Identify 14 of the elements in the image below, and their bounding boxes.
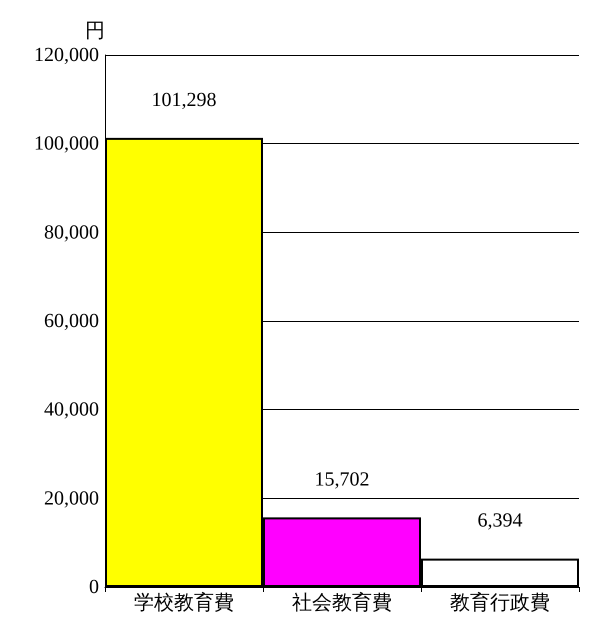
- y-tick-label: 40,000: [44, 398, 99, 421]
- y-tick-label: 60,000: [44, 310, 99, 332]
- data-label: 15,702: [314, 468, 370, 490]
- data-label: 6,394: [478, 510, 522, 532]
- data-label: 101,298: [152, 88, 216, 111]
- x-tick-label: 教育行政費: [450, 591, 550, 614]
- y-axis-title: 円: [85, 20, 105, 42]
- y-tick-label: 100,000: [34, 132, 99, 155]
- x-tick-label: 学校教育費: [134, 591, 234, 614]
- y-tick-label: 80,000: [44, 221, 99, 244]
- y-tick-label: 120,000: [34, 44, 99, 66]
- y-tick-label: 20,000: [44, 487, 99, 510]
- y-tick-label: 0: [89, 576, 99, 598]
- x-tick-label: 社会教育費: [292, 591, 392, 614]
